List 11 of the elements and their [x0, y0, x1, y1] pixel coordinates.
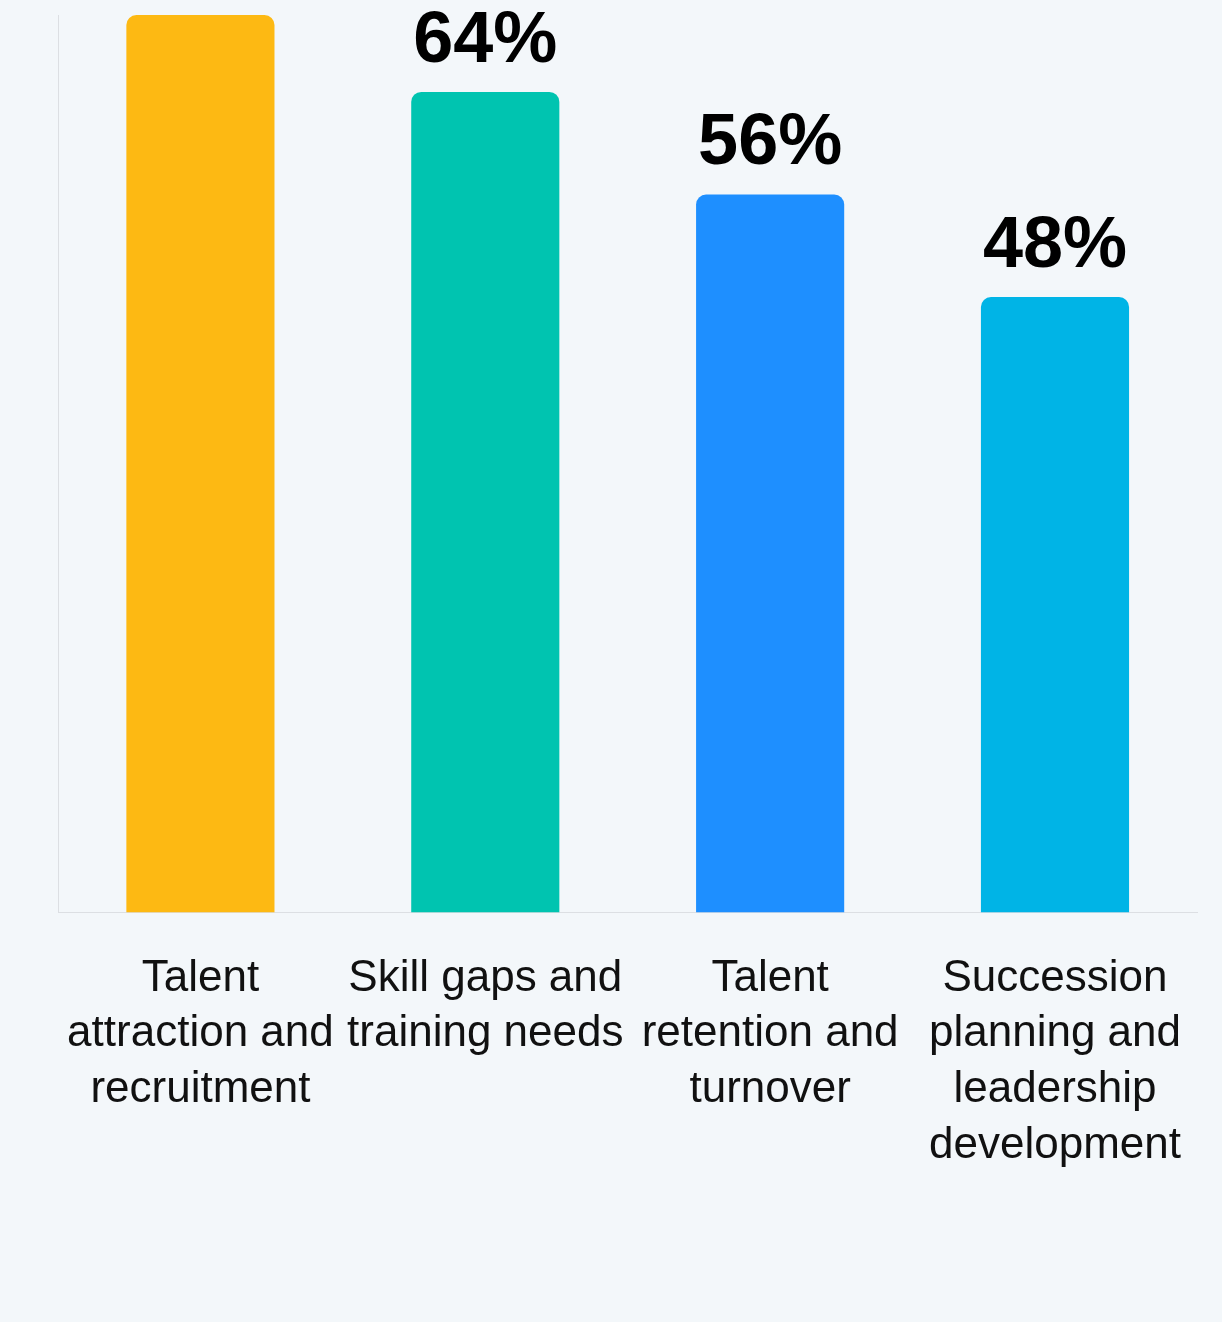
x-tick-label: Talent retention and turnover: [641, 950, 899, 1112]
bar: [696, 194, 845, 913]
x-tick-label: Talent attraction and recruitment: [67, 950, 334, 1112]
x-tick-label: Skill gaps and training needs: [347, 950, 624, 1056]
bar: [411, 91, 560, 913]
x-tick-label: Succession planning and leadership development: [928, 950, 1181, 1168]
bar: [980, 297, 1130, 913]
data-label: 48%: [982, 201, 1128, 282]
bar: [126, 15, 275, 913]
data-label: 64%: [413, 0, 558, 77]
data-label: 56%: [698, 99, 843, 180]
